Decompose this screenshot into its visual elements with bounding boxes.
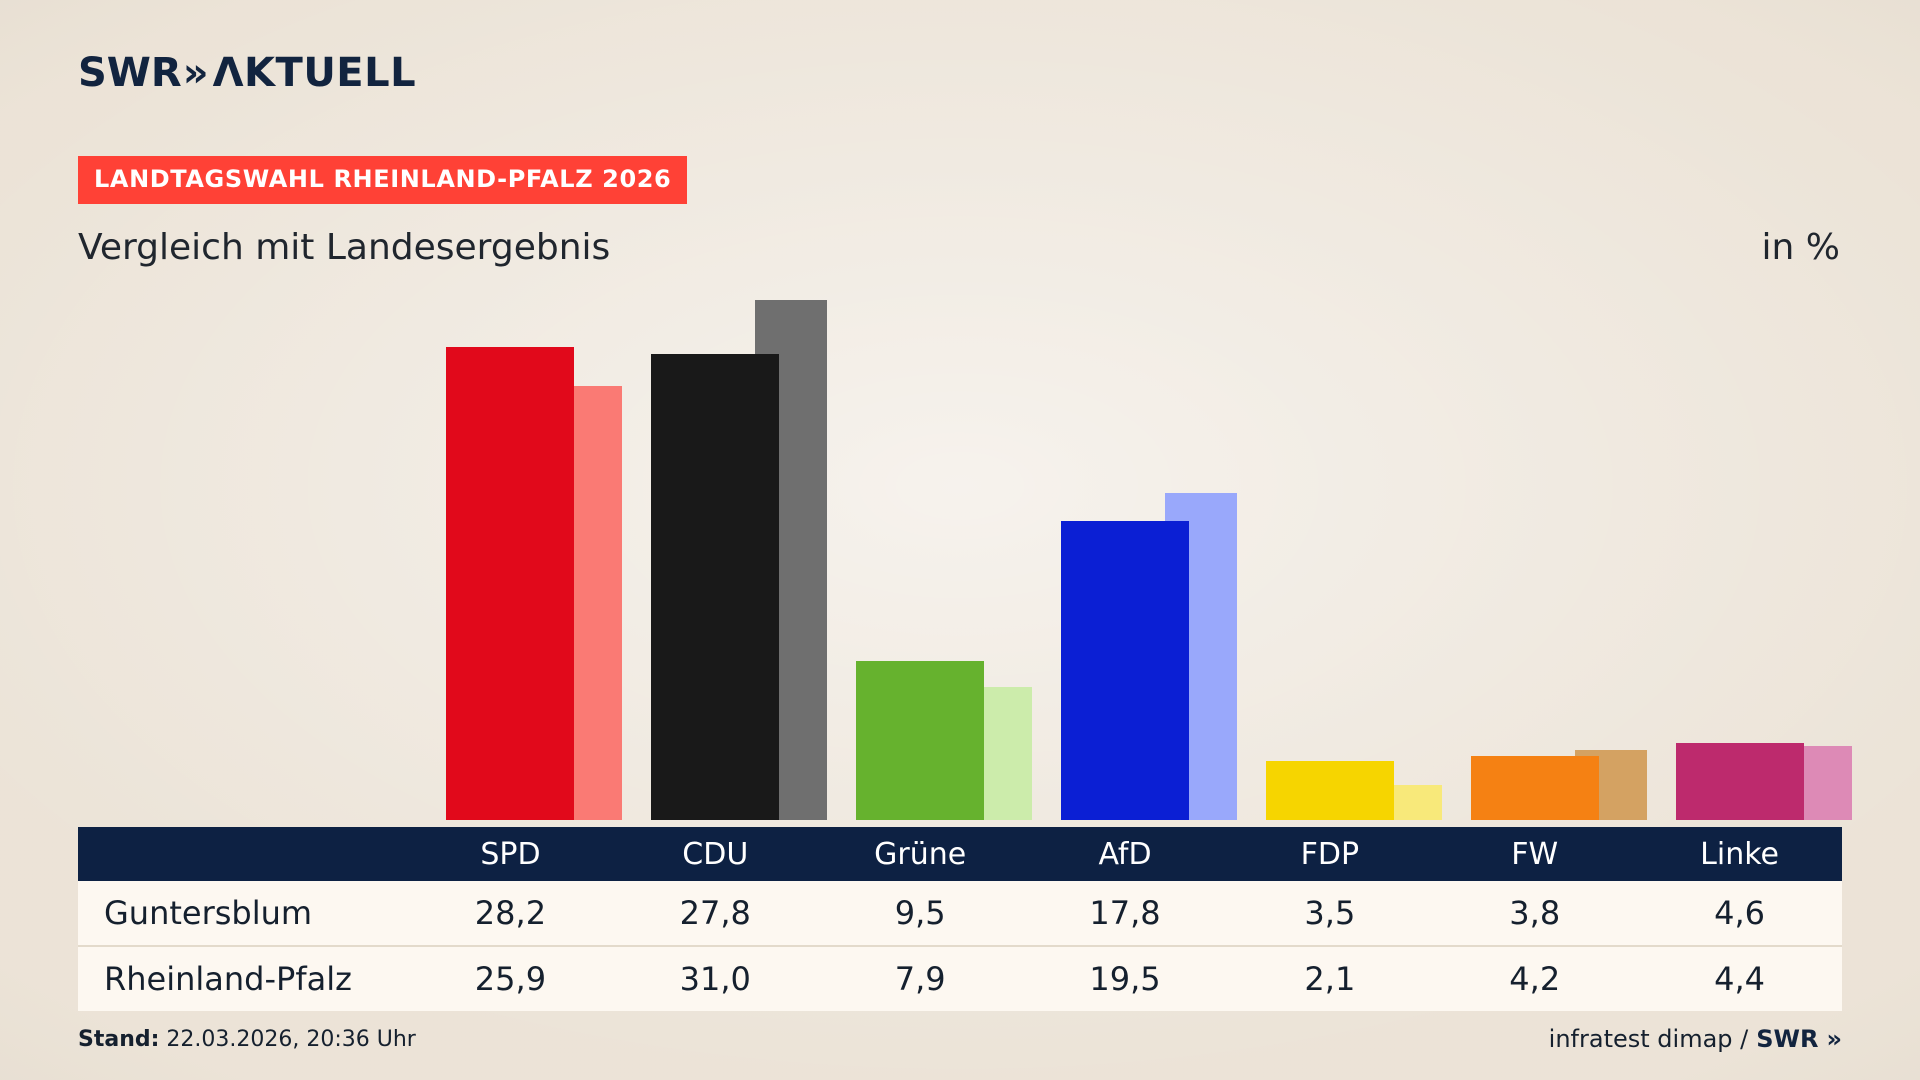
table-header-grüne: Grüne bbox=[874, 836, 967, 872]
cell-compare-grüne: 7,9 bbox=[894, 960, 946, 998]
table-header-cdu: CDU bbox=[682, 836, 749, 872]
bar-group bbox=[1023, 300, 1237, 820]
bar-group bbox=[613, 300, 828, 820]
table-header-fdp: FDP bbox=[1300, 836, 1360, 872]
bar-current-spd bbox=[446, 347, 575, 820]
source-swr-text: SWR bbox=[1756, 1025, 1819, 1053]
bar-current-cdu bbox=[651, 354, 780, 820]
cell-current-linke: 4,6 bbox=[1714, 894, 1766, 932]
cell-current-afd: 17,8 bbox=[1089, 894, 1161, 932]
cell-compare-linke: 4,4 bbox=[1714, 960, 1766, 998]
table-header-spd: SPD bbox=[480, 836, 541, 872]
cell-current-spd: 28,2 bbox=[474, 894, 547, 932]
bar-group bbox=[408, 300, 623, 820]
cell-compare-fw: 4,2 bbox=[1509, 960, 1561, 998]
row-label-current: Guntersblum bbox=[104, 894, 313, 932]
bar-current-grüne bbox=[856, 661, 985, 820]
page-subtitle: Vergleich mit Landesergebnis bbox=[78, 227, 611, 268]
table-header-afd: AfD bbox=[1098, 836, 1152, 872]
bar-current-afd bbox=[1060, 521, 1189, 820]
cell-current-fdp: 3,5 bbox=[1304, 894, 1356, 932]
bar-group bbox=[1637, 300, 1852, 820]
stand-label: Stand: bbox=[78, 1026, 160, 1052]
bar-current-fw bbox=[1470, 756, 1599, 820]
cell-compare-afd: 19,5 bbox=[1089, 960, 1161, 998]
source-credit: infratest dimap / SWR » bbox=[1549, 1025, 1842, 1053]
source-chevron-icon: » bbox=[1826, 1025, 1842, 1053]
bar-group bbox=[1227, 300, 1442, 820]
logo-chevron-icon: » bbox=[182, 50, 209, 96]
cell-compare-cdu: 31,0 bbox=[679, 960, 751, 998]
logo-swr-text: SWR bbox=[78, 50, 182, 96]
stand-value: 22.03.2026, 20:36 Uhr bbox=[166, 1026, 416, 1052]
bar-current-linke bbox=[1675, 743, 1804, 820]
table-row-current: Guntersblum 28,2 27,8 9,5 17,8 3,5 3,8 4,6 bbox=[78, 881, 1842, 947]
table-header-linke: Linke bbox=[1700, 836, 1779, 872]
cell-current-grüne: 9,5 bbox=[894, 894, 946, 932]
table-header-row: SPD CDU Grüne AfD FDP FW Linke bbox=[78, 827, 1842, 881]
bar-current-fdp bbox=[1265, 761, 1394, 820]
cell-compare-spd: 25,9 bbox=[474, 960, 547, 998]
source-text: infratest dimap / bbox=[1548, 1025, 1749, 1053]
results-table: SPD CDU Grüne AfD FDP FW Linke Guntersblum 28,… bbox=[78, 827, 1842, 1011]
bar-group bbox=[1432, 300, 1647, 820]
logo-aktuell-text: ΛKTUELL bbox=[212, 50, 417, 96]
election-badge: LANDTAGSWAHL RHEINLAND-PFALZ 2026 bbox=[78, 156, 688, 204]
cell-current-fw: 3,8 bbox=[1509, 894, 1561, 932]
stand-text: Stand: 22.03.2026, 20:36 Uhr bbox=[78, 1027, 416, 1052]
bar-group bbox=[818, 300, 1033, 820]
row-label-compare: Rheinland-Pfalz bbox=[104, 960, 352, 998]
footer: Stand: 22.03.2026, 20:36 Uhr infratest d… bbox=[78, 1025, 1842, 1053]
cell-compare-fdp: 2,1 bbox=[1304, 960, 1356, 998]
swr-aktuell-logo: SWR » ΛKTUELL bbox=[78, 50, 416, 96]
table-header-fw: FW bbox=[1511, 836, 1559, 872]
unit-label: in % bbox=[1761, 227, 1840, 268]
cell-current-cdu: 27,8 bbox=[679, 894, 751, 932]
table-row-compare: Rheinland-Pfalz 25,9 31,0 7,9 19,5 2,1 4,2 4,4 bbox=[78, 947, 1842, 1011]
bar-chart bbox=[78, 300, 1852, 820]
